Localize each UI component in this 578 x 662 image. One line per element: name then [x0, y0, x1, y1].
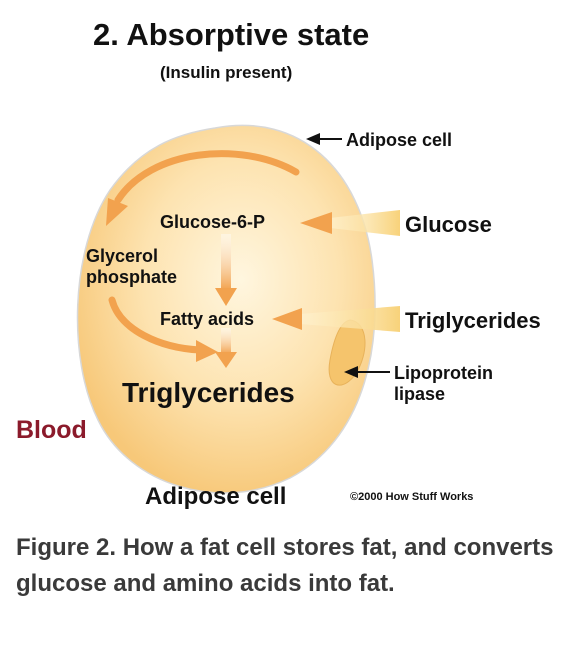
glucose-inflow-beam — [330, 210, 400, 236]
label-triglycerides-in: Triglycerides — [405, 308, 541, 333]
label-glycerol: Glycerol — [86, 246, 158, 266]
label-blood: Blood — [16, 416, 87, 444]
label-phosphate: phosphate — [86, 267, 177, 287]
glycerol-to-tg-head — [196, 340, 218, 362]
label-adipose-cell-top: Adipose cell — [346, 130, 452, 150]
label-fatty-acids: Fatty acids — [160, 309, 254, 329]
label-lipase: lipase — [394, 384, 445, 404]
diagram-subtitle: (Insulin present) — [160, 63, 292, 82]
copyright-text: ©2000 How Stuff Works — [350, 491, 473, 503]
curved-arrow-to-glycerol — [114, 150, 300, 204]
fatty-acids-arrow-head — [272, 308, 302, 330]
glucose-arrow-head — [300, 212, 332, 234]
label-lipoprotein: Lipoprotein — [394, 363, 493, 383]
fatty-acids-to-tg-head — [215, 352, 237, 368]
figure-caption: Figure 2. How a fat cell stores fat, and… — [16, 534, 554, 597]
curved-arrow-to-glycerol-head — [106, 198, 128, 226]
glycerol-to-tg-arrow — [108, 296, 204, 354]
diagram-title: 2. Absorptive state — [93, 17, 369, 52]
adipose-cell-shape — [76, 124, 376, 494]
label-glucose: Glucose — [405, 212, 492, 237]
adipose-cell-pointer-head — [306, 133, 320, 145]
g6p-to-fatty-acids-head — [215, 288, 237, 306]
label-adipose-cell-bottom: Adipose cell — [145, 483, 286, 510]
absorptive-state-diagram: 2. Absorptive state (Insulin present) Ad… — [16, 17, 541, 510]
g6p-to-fatty-acids-stem — [221, 234, 231, 290]
label-glucose-6-p: Glucose-6-P — [160, 212, 265, 232]
label-triglycerides-cell: Triglycerides — [122, 377, 295, 408]
lipoprotein-pointer-head — [344, 366, 358, 378]
fatty-acids-to-tg-stem — [221, 328, 231, 354]
triglycerides-inflow-beam — [300, 306, 400, 332]
